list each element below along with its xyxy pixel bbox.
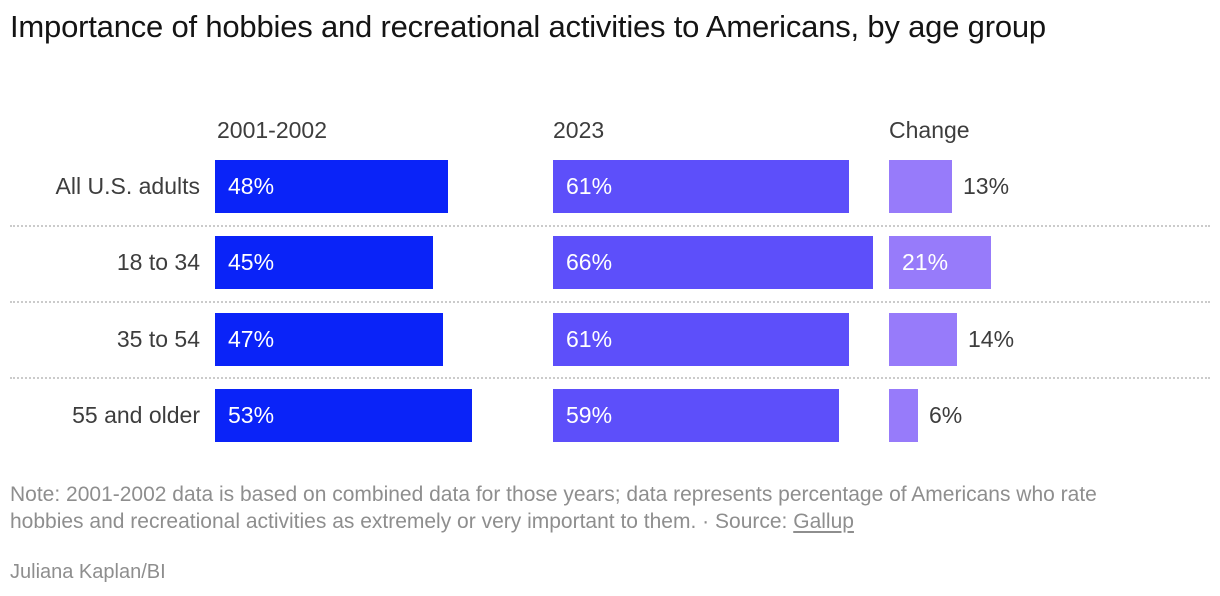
row-separator (10, 377, 1210, 379)
byline: Juliana Kaplan/BI (10, 561, 166, 583)
bar-value-label: 13% (963, 173, 1010, 199)
row-separator (10, 225, 1210, 227)
column-header-change: Change (889, 117, 970, 143)
bar-change-all-u-s-adults: 13% (889, 160, 1009, 213)
bar-value-label: 61% (566, 326, 613, 352)
row-separator (10, 301, 1210, 303)
row-label-18-to-34: 18 to 34 (116, 249, 200, 275)
bar-value-label: 47% (228, 326, 275, 352)
note-source-label: Source: (715, 510, 788, 533)
bar-2023-all-u-s-adults: 61% (553, 160, 849, 213)
bar-value-label: 45% (228, 249, 275, 275)
bar-value-label: 66% (566, 249, 613, 275)
row-label-55-and-older: 55 and older (72, 402, 200, 428)
column-header-2023: 2023 (553, 117, 605, 143)
bar-value-label: 53% (228, 402, 275, 428)
note-text: Note: 2001-2002 data is based on combine… (10, 483, 1097, 533)
row-label-35-to-54: 35 to 54 (116, 326, 200, 352)
bar-value-label: 21% (902, 249, 949, 275)
note-separator: · (702, 510, 710, 533)
row-label-all-u-s-adults: All U.S. adults (55, 173, 200, 199)
source-link[interactable]: Gallup (793, 510, 854, 533)
bar-value-label: 48% (228, 173, 275, 199)
bar-2001-2002-55-and-older: 53% (215, 389, 472, 442)
bar-change-55-and-older: 6% (889, 389, 962, 442)
bar-change-35-to-54: 14% (889, 313, 1014, 366)
bar-2023-18-to-34: 66% (553, 236, 873, 289)
column-header-2001-2002: 2001-2002 (217, 117, 327, 143)
chart-note: Note: 2001-2002 data is based on combine… (10, 481, 1125, 535)
chart-title: Importance of hobbies and recreational a… (10, 9, 1046, 44)
bar-value-label: 6% (929, 402, 963, 428)
bar-value-label: 59% (566, 402, 613, 428)
bar-2001-2002-all-u-s-adults: 48% (215, 160, 448, 213)
bar-2023-35-to-54: 61% (553, 313, 849, 366)
bar-value-label: 14% (968, 326, 1015, 352)
bar-2001-2002-35-to-54: 47% (215, 313, 443, 366)
bar-change-18-to-34: 21% (889, 236, 991, 289)
bar-2001-2002-18-to-34: 45% (215, 236, 433, 289)
bar-2023-55-and-older: 59% (553, 389, 839, 442)
bar-value-label: 61% (566, 173, 613, 199)
